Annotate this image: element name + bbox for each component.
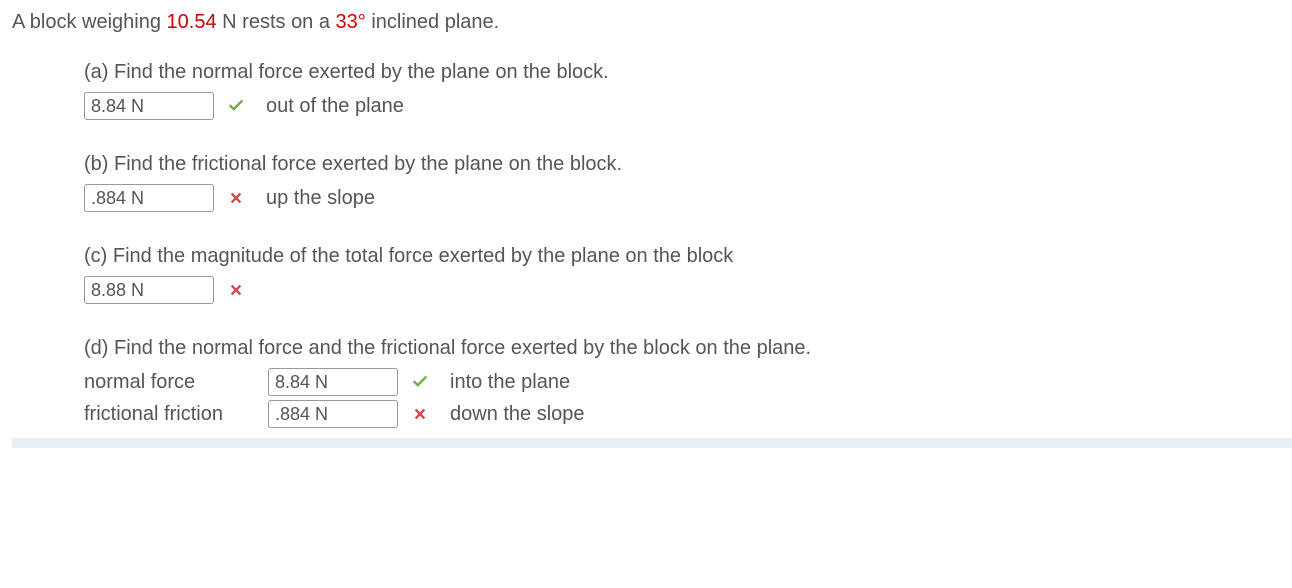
question-stem: A block weighing 10.54 N rests on a 33° … bbox=[12, 8, 1292, 36]
part-d-friction-input[interactable]: .884 N bbox=[268, 400, 398, 428]
cross-icon bbox=[226, 280, 246, 300]
part-a-suffix: out of the plane bbox=[266, 92, 404, 120]
part-c: (c) Find the magnitude of the total forc… bbox=[84, 242, 1292, 304]
part-a-answer-row: 8.84 N out of the plane bbox=[84, 92, 1292, 120]
stem-angle: 33° bbox=[336, 11, 366, 33]
part-d-normal-input[interactable]: 8.84 N bbox=[268, 368, 398, 396]
part-d-normal-suffix: into the plane bbox=[450, 368, 570, 396]
part-b-input[interactable]: .884 N bbox=[84, 184, 214, 212]
part-d-text: (d) Find the normal force and the fricti… bbox=[84, 334, 1292, 362]
part-a: (a) Find the normal force exerted by the… bbox=[84, 58, 1292, 120]
part-c-text: (c) Find the magnitude of the total forc… bbox=[84, 242, 1292, 270]
cross-icon bbox=[410, 404, 430, 424]
part-d-normal-row: normal force 8.84 N into the plane bbox=[84, 368, 1292, 396]
part-b-text: (b) Find the frictional force exerted by… bbox=[84, 150, 1292, 178]
part-d: (d) Find the normal force and the fricti… bbox=[84, 334, 1292, 428]
part-d-friction-label: frictional friction bbox=[84, 400, 260, 428]
footer-bar bbox=[12, 438, 1292, 448]
part-b-suffix: up the slope bbox=[266, 184, 375, 212]
question-container: A block weighing 10.54 N rests on a 33° … bbox=[12, 8, 1292, 448]
part-c-answer-row: 8.88 N bbox=[84, 276, 1292, 304]
part-b: (b) Find the frictional force exerted by… bbox=[84, 150, 1292, 212]
part-d-friction-suffix: down the slope bbox=[450, 400, 585, 428]
parts-list: (a) Find the normal force exerted by the… bbox=[12, 58, 1292, 428]
check-icon bbox=[226, 96, 246, 116]
cross-icon bbox=[226, 188, 246, 208]
part-d-normal-label: normal force bbox=[84, 368, 260, 396]
part-b-answer-row: .884 N up the slope bbox=[84, 184, 1292, 212]
stem-post: inclined plane. bbox=[366, 11, 499, 33]
part-a-input[interactable]: 8.84 N bbox=[84, 92, 214, 120]
stem-pre: A block weighing bbox=[12, 11, 167, 33]
stem-mid1: N rests on a bbox=[217, 11, 336, 33]
part-c-input[interactable]: 8.88 N bbox=[84, 276, 214, 304]
part-a-text: (a) Find the normal force exerted by the… bbox=[84, 58, 1292, 86]
check-icon bbox=[410, 372, 430, 392]
part-d-friction-row: frictional friction .884 N down the slop… bbox=[84, 400, 1292, 428]
stem-weight: 10.54 bbox=[167, 11, 217, 33]
